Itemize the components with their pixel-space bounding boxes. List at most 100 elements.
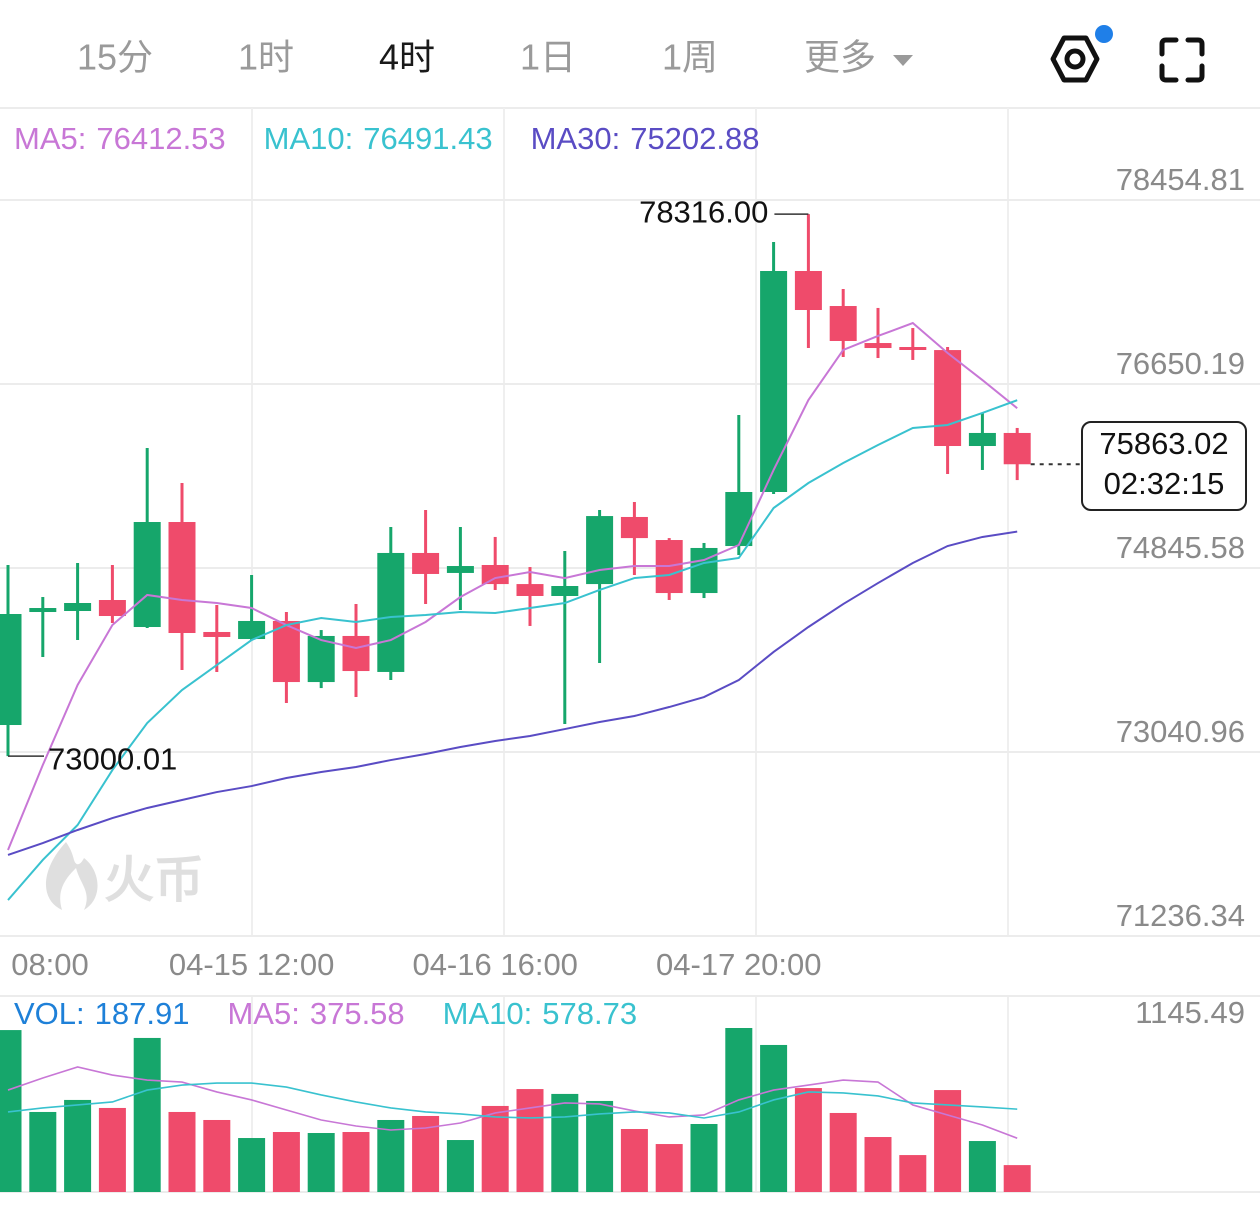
candle-body	[272, 620, 300, 683]
timeframe-tab[interactable]: 15分	[77, 37, 153, 78]
legend-label: MA5: 375.58	[227, 996, 404, 1031]
max-label: 78316.00	[639, 194, 768, 229]
y-tick-label: 1145.49	[1135, 995, 1245, 1030]
timeframe-tab[interactable]: 1日	[520, 37, 576, 78]
timeframe-tab[interactable]: 1周	[662, 37, 718, 78]
x-tick-label: 08:00	[11, 947, 89, 982]
candle-body	[620, 516, 648, 539]
price-tag-countdown: 02:32:15	[1104, 466, 1225, 501]
candle-body	[934, 350, 962, 447]
candle-body	[377, 552, 405, 672]
candle-body	[725, 491, 753, 547]
volume-bar	[272, 1132, 300, 1192]
ma-line	[7, 1066, 1018, 1139]
candle-body	[968, 432, 996, 447]
volume-bar	[829, 1112, 857, 1192]
volume-bar	[342, 1132, 370, 1192]
timeframe-tab[interactable]: 更多	[804, 37, 876, 78]
candle-body	[516, 584, 544, 596]
tab-bar: 15分 1时 4时 1日 1周 更多	[77, 37, 876, 78]
volume-bar	[864, 1137, 892, 1192]
candle-body	[307, 635, 335, 683]
fullscreen-icon[interactable]	[1159, 37, 1205, 83]
volume-bar	[203, 1119, 231, 1192]
legend-value: 76491.43	[363, 121, 492, 156]
legend-value: 76412.53	[96, 121, 225, 156]
volume-bar	[481, 1105, 509, 1192]
candle-body	[0, 614, 22, 726]
volume-bar	[690, 1123, 718, 1192]
settings-hole	[1064, 48, 1086, 70]
volume-bar	[133, 1037, 161, 1192]
candle-body	[690, 547, 718, 594]
watermark-flame	[45, 842, 98, 910]
corner	[1159, 63, 1179, 83]
y-tick-label: 71236.34	[1116, 898, 1245, 933]
volume-bar	[64, 1099, 92, 1192]
legend-value: 75202.88	[630, 121, 759, 156]
x-tick-label: 04-15 12:00	[169, 947, 334, 982]
volume-bar	[899, 1155, 927, 1192]
volume-bar	[760, 1044, 788, 1192]
candle-body	[446, 566, 474, 573]
candle-body	[899, 347, 927, 351]
ma-line	[7, 399, 1018, 901]
volume-bar	[516, 1089, 544, 1192]
settings-icon[interactable]	[1050, 25, 1113, 83]
x-tick-label: 04-17 20:00	[656, 947, 821, 982]
candle-body	[98, 600, 126, 617]
candle-body	[586, 516, 614, 585]
candle-body	[864, 343, 892, 349]
ma-line	[7, 1082, 1018, 1119]
legend-value: 375.58	[310, 996, 405, 1031]
candle-body	[412, 552, 440, 574]
x-tick-label: 04-16 16:00	[412, 947, 577, 982]
candle-body	[64, 602, 92, 612]
legend-label: MA10: 76491.43	[264, 121, 493, 156]
volume-bar	[446, 1140, 474, 1192]
corner	[1185, 63, 1205, 83]
legend-name: MA5:	[14, 121, 86, 156]
y-tick-label: 73040.96	[1116, 714, 1245, 749]
timeframe-tab[interactable]: 1时	[238, 37, 294, 78]
volume-bar	[934, 1090, 962, 1192]
notice-dot	[1095, 25, 1113, 43]
volume-bar	[551, 1093, 579, 1192]
watermark-text: 火币	[104, 852, 204, 908]
vertical-grid	[251, 108, 1009, 1192]
y-tick-label: 76650.19	[1116, 346, 1245, 381]
candle-body	[29, 608, 57, 613]
chart-layer: 78454.81 76650.19 74845.58 73040.96 71236.34…	[0, 121, 1260, 1192]
volume-bar	[725, 1028, 753, 1192]
corner	[1185, 37, 1205, 57]
legend-label: MA10: 578.73	[443, 996, 637, 1031]
volume-bar	[29, 1111, 57, 1192]
dropdown-caret[interactable]	[893, 55, 913, 66]
volume-bar	[794, 1088, 822, 1192]
volume-bar	[238, 1138, 266, 1192]
volume-bar	[620, 1129, 648, 1192]
legend-name: MA10:	[264, 121, 354, 156]
candle-body	[760, 270, 788, 492]
candle-body	[481, 564, 509, 585]
candle-body	[829, 306, 857, 341]
volume-bar	[1003, 1165, 1031, 1192]
volume-bar	[168, 1111, 196, 1192]
legend-value: 578.73	[542, 996, 637, 1031]
volume-bar	[377, 1119, 405, 1192]
legend-label: VOL: 187.91	[14, 996, 189, 1031]
legend-name: MA30:	[531, 121, 621, 156]
candle-body	[133, 522, 161, 628]
candle-body	[168, 522, 196, 634]
timeframe-tab[interactable]: 4时	[379, 37, 435, 78]
volume-bar	[307, 1133, 335, 1192]
candle-body	[203, 631, 231, 637]
price-tag	[1081, 421, 1247, 511]
volume-bar	[655, 1144, 683, 1192]
candle-body	[1003, 432, 1031, 465]
min-label: 73000.01	[48, 741, 177, 776]
ma-line	[7, 321, 1018, 851]
corner	[1159, 37, 1179, 57]
